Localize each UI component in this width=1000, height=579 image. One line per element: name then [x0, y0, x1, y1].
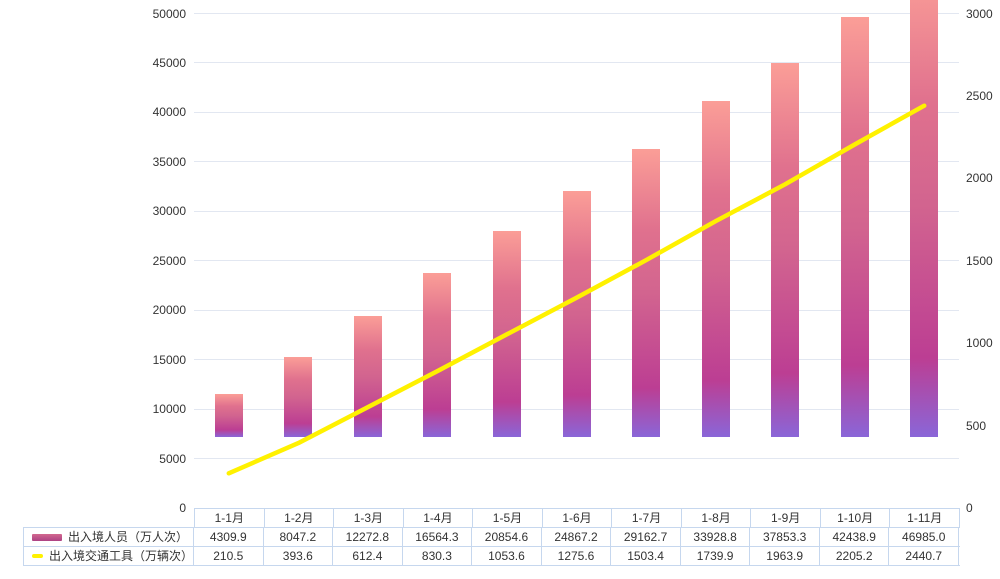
table-value-cell: 612.4 — [333, 547, 403, 565]
table-value-cell: 16564.3 — [403, 528, 473, 546]
legend-item-vehicles[interactable]: 出入境交通工具（万辆次） — [24, 547, 194, 565]
table-value-cell: 24867.2 — [542, 528, 612, 546]
y-axis-right-tick: 2000 — [966, 171, 993, 186]
line-series-layer — [226, 103, 927, 476]
gridline — [194, 13, 959, 14]
legend-label-persons: 出入境人员（万人次） — [68, 530, 189, 544]
table-value-cell: 1963.9 — [750, 547, 820, 565]
bar-1-7月[interactable] — [632, 148, 661, 437]
y-axis-left-tick: 40000 — [152, 105, 186, 120]
table-header-cell: 1-2月 — [265, 509, 335, 527]
bar-1-6月[interactable] — [562, 191, 591, 437]
legend-label-vehicles: 出入境交通工具（万辆次） — [48, 549, 193, 563]
table-value-cell: 4309.9 — [194, 528, 264, 546]
table-header-row: 1-1月 1-2月 1-3月 1-4月 1-5月 1-6月 1-7月 1-8月 1-9月 1-10… — [194, 508, 961, 527]
bar-1-4月[interactable] — [423, 273, 452, 437]
gridline — [194, 458, 959, 460]
table-row-persons: 出入境人员（万人次） 4309.9 8047.2 12272.8 16564.3 208… — [23, 527, 960, 546]
y-axis-right-tick: 500 — [966, 418, 987, 433]
table-value-cell: 830.3 — [403, 547, 473, 565]
table-value-cell: 393.6 — [264, 547, 334, 565]
table-header-cell: 1-8月 — [682, 509, 752, 527]
table-value-cell: 1503.4 — [611, 547, 681, 565]
plot-area: 0 5000 10000 15000 20000 25000 30000 35000 40000… — [152, 0, 993, 515]
y-axis-left-tick: 35000 — [152, 154, 186, 169]
table-header-cell: 1-7月 — [612, 509, 682, 527]
y-axis-left-tick: 0 — [179, 501, 186, 515]
y-axis-right-tick: 2500 — [966, 88, 993, 103]
table-value-cell: 1275.6 — [542, 547, 612, 565]
table-value-cell: 1053.6 — [472, 547, 542, 565]
table-value-cell: 20854.6 — [472, 528, 542, 546]
y-axis-right-tick: 3000 — [966, 6, 993, 21]
legend-item-persons[interactable]: 出入境人员（万人次） — [24, 528, 194, 546]
y-axis-right-tick: 1000 — [966, 336, 993, 351]
y-axis-right-tick: 1500 — [966, 253, 993, 268]
y-axis-left-tick: 25000 — [152, 253, 186, 268]
y-axis-left-tick: 45000 — [152, 55, 186, 70]
data-table: 1-1月 1-2月 1-3月 1-4月 1-5月 1-6月 1-7月 1-8月 1-9月 1-10… — [23, 508, 961, 566]
bar-1-11月[interactable] — [910, 0, 939, 437]
y-axis-left-tick: 10000 — [152, 402, 186, 417]
y-axis-left-tick: 5000 — [159, 451, 186, 466]
table-value-cell: 42438.9 — [820, 528, 890, 546]
table-header-cell: 1-6月 — [543, 509, 613, 527]
table-header-cell: 1-9月 — [751, 509, 821, 527]
table-value-cell: 37853.3 — [750, 528, 820, 546]
table-header-cell: 1-3月 — [334, 509, 404, 527]
gridline — [194, 111, 959, 113]
gridline — [194, 161, 959, 163]
bar-1-2月[interactable] — [284, 357, 313, 437]
y-axis-right-tick: 0 — [966, 501, 973, 515]
table-header-cell: 1-1月 — [195, 509, 265, 527]
bar-1-9月[interactable] — [771, 62, 800, 437]
bar-series-swatch-icon — [32, 533, 62, 541]
y-axis-left-tick: 30000 — [152, 204, 186, 219]
table-value-cell: 29162.7 — [611, 528, 681, 546]
bar-1-1月[interactable] — [214, 394, 243, 437]
table-value-cell: 8047.2 — [264, 528, 334, 546]
bar-1-3月[interactable] — [353, 315, 382, 437]
table-value-cell: 1739.9 — [681, 547, 751, 565]
table-header-cell: 1-10月 — [821, 509, 891, 527]
y-axis-left-tick: 20000 — [152, 303, 186, 318]
table-header-cell: 1-5月 — [473, 509, 543, 527]
table-value-cell: 2440.7 — [889, 547, 960, 565]
line-series-swatch-icon — [32, 554, 43, 558]
y-axis-left-tick: 50000 — [152, 6, 186, 21]
bar-1-8月[interactable] — [701, 101, 730, 437]
y-axis-left-tick: 15000 — [152, 352, 186, 367]
table-header-cell: 1-4月 — [404, 509, 474, 527]
table-value-cell: 33928.8 — [681, 528, 751, 546]
table-value-cell: 2205.2 — [820, 547, 890, 565]
table-value-cell: 12272.8 — [333, 528, 403, 546]
table-value-cell: 210.5 — [194, 547, 264, 565]
bar-1-10月[interactable] — [840, 17, 869, 437]
table-value-cell: 46985.0 — [889, 528, 960, 546]
table-row-vehicles: 出入境交通工具（万辆次） 210.5 393.6 612.4 830.3 1053.6 1… — [23, 546, 960, 566]
gridline — [194, 62, 959, 64]
table-header-cell: 1-11月 — [890, 509, 961, 527]
line-series-vehicles[interactable] — [226, 103, 927, 476]
